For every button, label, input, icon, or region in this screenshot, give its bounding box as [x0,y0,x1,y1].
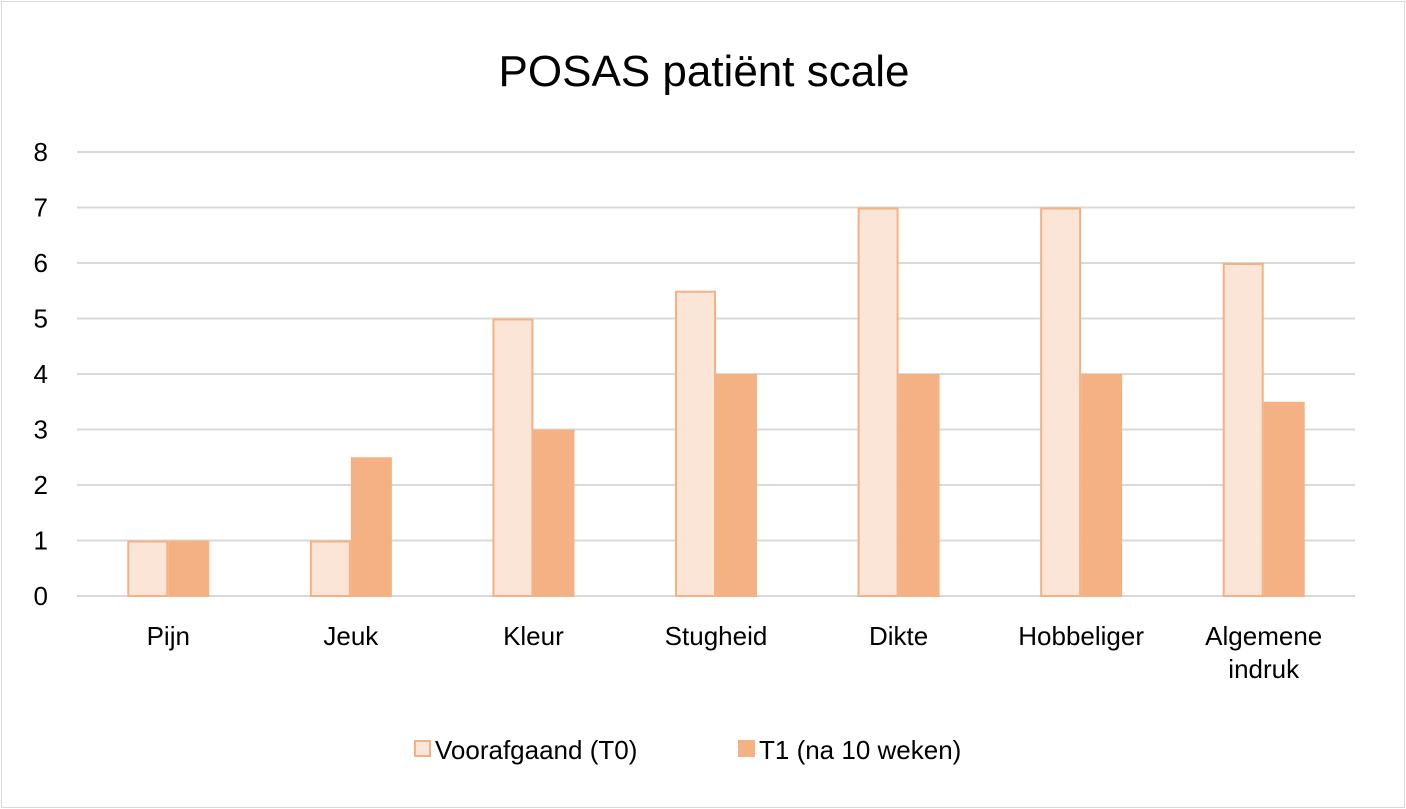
bar-t0 [857,207,899,597]
chart-title: POSAS patiënt scale [499,47,910,96]
x-category-label: Pijn [147,621,190,651]
y-tick-label: 5 [34,304,48,334]
bar-t1 [1263,401,1305,597]
y-tick-label: 8 [34,137,48,167]
bar-t1 [350,457,392,597]
legend-label: T1 (na 10 weken) [759,735,961,765]
x-category-label: Algemene [1205,621,1322,651]
x-category-label: Dikte [869,621,928,651]
bar-t0 [127,540,169,597]
y-tick-label: 6 [34,248,48,278]
bar-t1 [1081,374,1123,597]
bar-t0 [309,540,351,597]
y-axis-ticks: 0 1 2 3 4 5 6 7 8 [34,137,48,611]
bar-t0 [1222,263,1264,597]
y-tick-label: 0 [34,581,48,611]
x-axis-categories: Pijn Jeuk Kleur Stugheid Dikte Hobbeliger Alge… [147,621,1323,684]
bar-t1 [533,429,575,597]
bar-t1 [716,374,757,597]
legend-swatch [414,740,431,757]
y-tick-label: 2 [34,470,48,500]
bar-t1 [168,540,210,597]
x-category-label: Stugheid [665,621,768,651]
bars [127,207,1305,597]
y-tick-label: 3 [34,415,48,445]
bar-t1 [898,374,940,597]
x-category-label: indruk [1228,654,1300,684]
bar-t0 [492,318,534,597]
bar-t0 [675,290,716,597]
bar-t0 [1040,207,1082,597]
x-category-label: Hobbeliger [1018,621,1144,651]
x-category-label: Jeuk [323,621,379,651]
legend-swatch [738,740,755,757]
legend: Voorafgaand (T0) T1 (na 10 weken) [414,735,961,765]
y-tick-label: 4 [34,359,48,389]
legend-label: Voorafgaand (T0) [435,735,637,765]
x-category-label: Kleur [503,621,564,651]
y-tick-label: 1 [34,526,48,556]
y-tick-label: 7 [34,193,48,223]
